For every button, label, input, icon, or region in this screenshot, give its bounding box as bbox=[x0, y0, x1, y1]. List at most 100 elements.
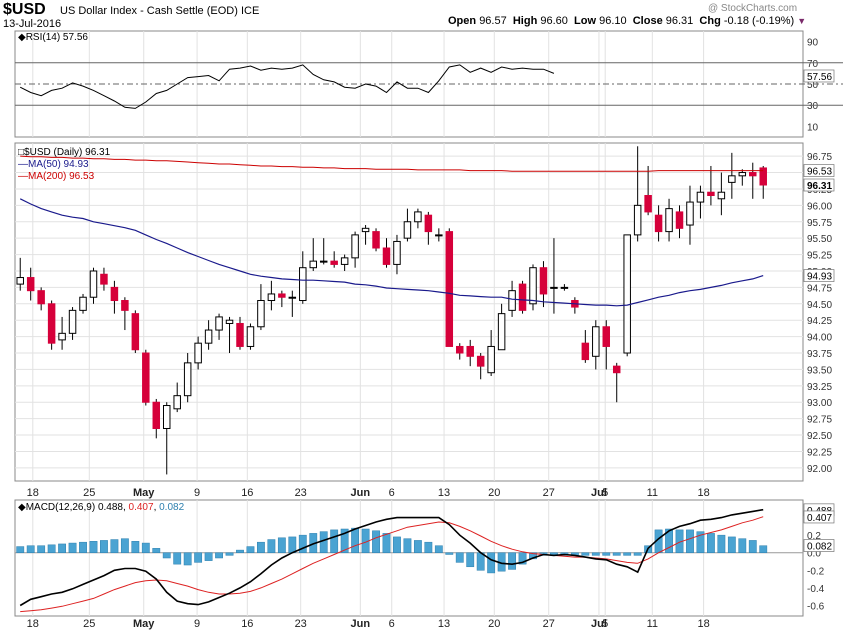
candle-body bbox=[278, 293, 286, 298]
macd-histogram-bar bbox=[393, 536, 401, 553]
macd-histogram-bar bbox=[267, 539, 276, 553]
price-x-label: May bbox=[133, 487, 155, 499]
low-value: 96.10 bbox=[599, 15, 627, 27]
macd-x-label: Jun bbox=[351, 618, 371, 630]
macd-histogram-bar bbox=[277, 537, 286, 553]
rsi-tick-label: 90 bbox=[807, 38, 819, 49]
macd-histogram-bar bbox=[37, 545, 46, 553]
macd-histogram-bar bbox=[382, 533, 391, 553]
macd-legend-signal: 0.407 bbox=[129, 502, 154, 513]
price-legend-main: □$USD (Daily) 96.31 bbox=[18, 147, 111, 158]
candle-body bbox=[173, 395, 181, 410]
hist-last-label: 0.082 bbox=[807, 542, 832, 553]
macd-histogram-bar bbox=[508, 552, 516, 570]
macd-x-label: 27 bbox=[543, 618, 555, 630]
macd-x-label: 6 bbox=[389, 618, 395, 630]
macd-tick-label: -0.4 bbox=[807, 584, 825, 595]
signal-last-label-box bbox=[803, 510, 835, 524]
rsi-last-label: 57.56 bbox=[807, 72, 832, 83]
macd-histogram-bar bbox=[612, 552, 621, 556]
candle-body bbox=[162, 405, 171, 429]
open-value: 96.57 bbox=[479, 15, 507, 27]
candle-body bbox=[110, 286, 119, 302]
price-x-label: 9 bbox=[194, 487, 200, 499]
candle-body bbox=[37, 290, 45, 305]
price-x-label: 16 bbox=[241, 487, 253, 499]
chg-value: -0.18 (-0.19%) bbox=[723, 15, 795, 27]
candle-body bbox=[194, 342, 202, 364]
close-last-label: 96.31 bbox=[807, 181, 832, 192]
instrument-name-text: US Dollar Index - Cash Settle (EOD) bbox=[60, 5, 238, 17]
macd-histogram-bar bbox=[194, 552, 203, 563]
low-label: Low bbox=[574, 15, 597, 27]
macd-histogram-bar bbox=[738, 538, 747, 553]
macd-x-label: 11 bbox=[647, 618, 658, 630]
high-label: High bbox=[512, 15, 538, 27]
price-legend-ma200: —MA(200) 96.53 bbox=[18, 171, 95, 182]
candle-body bbox=[738, 172, 747, 177]
macd-histogram-bar bbox=[340, 528, 349, 553]
macd-histogram-bar bbox=[120, 538, 129, 553]
signal-last-label: 0.407 bbox=[807, 513, 832, 524]
price-tick-label: 93.50 bbox=[807, 365, 832, 376]
candle-body bbox=[654, 214, 663, 233]
price-panel: 92.00 92.25 92.50 92.75 93.00 93.25 93.50 93.75… bbox=[14, 142, 835, 499]
candle-body bbox=[58, 332, 66, 341]
candle-body bbox=[633, 204, 642, 236]
candle-body bbox=[414, 211, 422, 223]
rsi-tick-label: 70 bbox=[807, 59, 819, 70]
macd-histogram-bar bbox=[319, 531, 328, 553]
close-last-label-box bbox=[803, 178, 835, 192]
candle-body bbox=[204, 329, 213, 344]
price-x-label: 20 bbox=[488, 487, 500, 499]
macd-histogram-bar bbox=[246, 546, 255, 553]
ohlc-summary: Open 96.57 High 96.60 Low 96.10 Close 96… bbox=[448, 15, 806, 27]
caret-down-icon[interactable]: ▼ bbox=[797, 16, 807, 26]
candle-body bbox=[309, 260, 317, 269]
macd-histogram-bar bbox=[581, 552, 590, 556]
rsi-tick-label: 30 bbox=[807, 101, 819, 112]
macd-histogram-bar bbox=[58, 543, 67, 553]
price-x-label: 18 bbox=[697, 487, 709, 499]
macd-histogram-bar bbox=[696, 531, 705, 553]
macd-histogram-bar bbox=[330, 529, 339, 553]
macd-x-label: 13 bbox=[438, 618, 450, 630]
macd-histogram-bar bbox=[706, 533, 715, 553]
candle-body bbox=[79, 296, 87, 311]
candle-body bbox=[100, 273, 108, 285]
macd-x-label: 23 bbox=[295, 618, 307, 630]
macd-signal-line bbox=[20, 516, 764, 613]
price-tick-label: 96.75 bbox=[807, 152, 832, 163]
price-legend-ma50: —MA(50) 94.93 bbox=[18, 159, 89, 170]
symbol-title: $USD bbox=[3, 1, 46, 18]
macd-x-label: 18 bbox=[27, 618, 39, 630]
candle-body bbox=[476, 355, 485, 367]
price-x-label: 23 bbox=[295, 487, 307, 499]
instrument-name: US Dollar Index - Cash Settle (EOD) ICE bbox=[60, 5, 259, 17]
price-x-label: Jul bbox=[591, 487, 607, 499]
macd-histogram-bar bbox=[215, 552, 223, 559]
chg-label: Chg bbox=[699, 15, 721, 27]
macd-x-label: 5 bbox=[602, 618, 608, 630]
macd-histogram-bar bbox=[47, 544, 56, 553]
candle-body bbox=[319, 260, 328, 263]
candle-body bbox=[749, 172, 757, 177]
candle-body bbox=[696, 191, 705, 203]
price-tick-label: 92.50 bbox=[807, 431, 832, 442]
price-x-label: 5 bbox=[602, 487, 608, 499]
candle-body bbox=[456, 345, 464, 354]
macd-legend: ◆MACD(12,26,9) 0.488, 0.407, 0.082 bbox=[18, 502, 185, 513]
macd-histogram-bar bbox=[487, 552, 496, 574]
macd-tick-label: -0.6 bbox=[807, 601, 825, 612]
candle-body bbox=[68, 309, 77, 334]
macd-histogram-bar bbox=[759, 545, 768, 553]
macd-panel: -0.6-0.4-0.20.00.20.4880.4070.082◆MACD(1… bbox=[14, 499, 835, 630]
candle-body bbox=[592, 326, 600, 357]
price-tick-label: 92.25 bbox=[807, 447, 832, 458]
price-x-label: 13 bbox=[438, 487, 450, 499]
macd-histogram-bar bbox=[403, 538, 412, 553]
price-x-label: 18 bbox=[27, 487, 39, 499]
candle-body bbox=[403, 221, 412, 239]
price-x-label: 11 bbox=[647, 487, 658, 499]
macd-line bbox=[19, 508, 764, 607]
